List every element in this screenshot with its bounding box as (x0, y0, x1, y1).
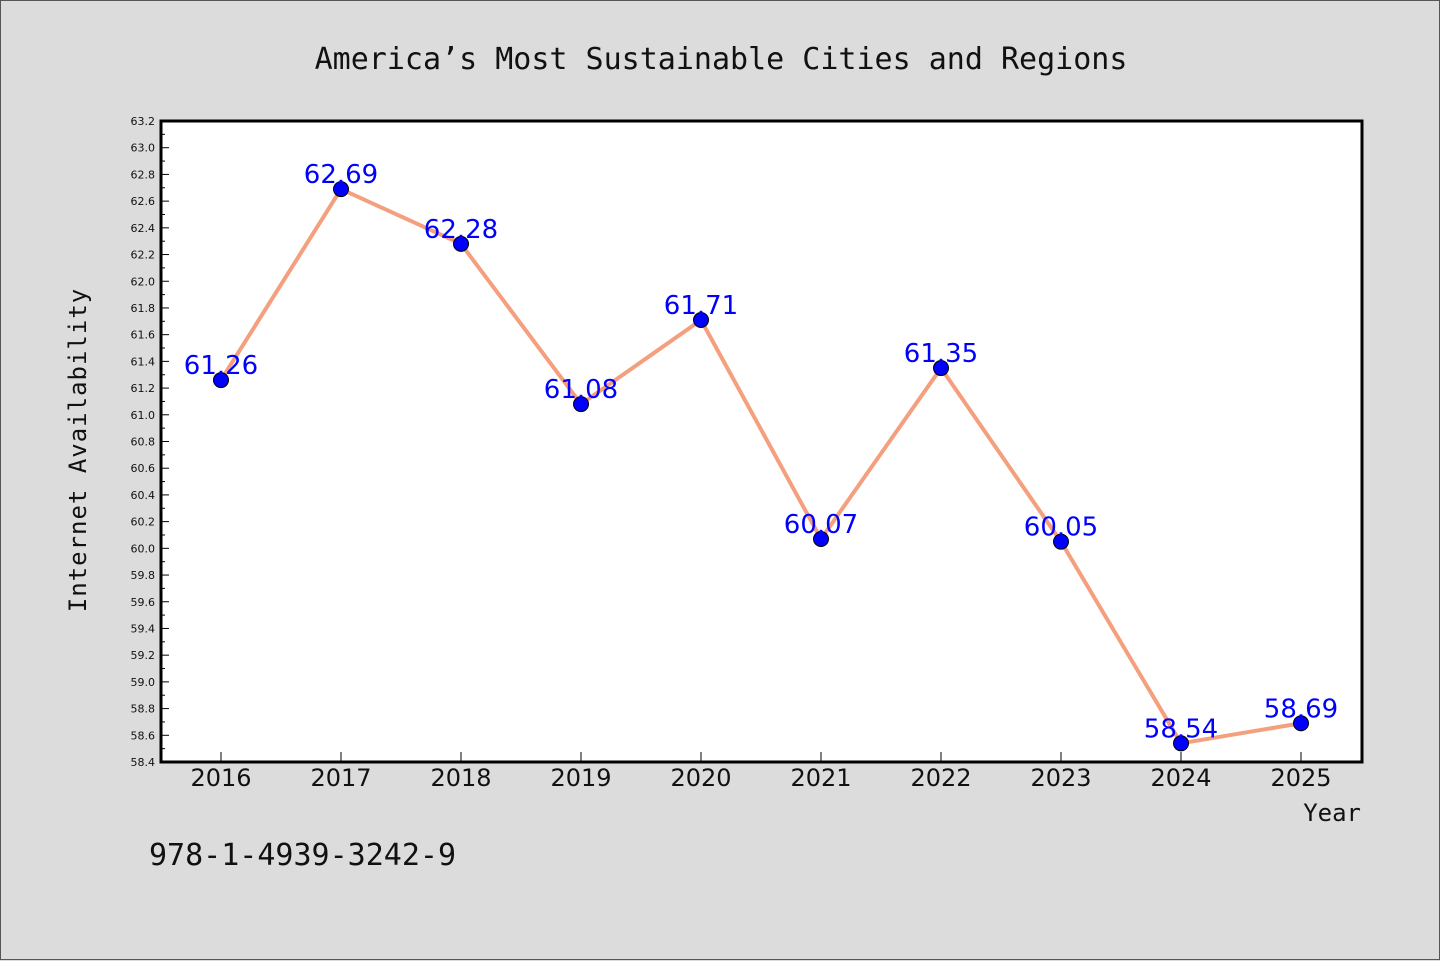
y-tick-label: 60.4 (131, 489, 156, 502)
series-line (219, 187, 1302, 746)
data-point-2016 (213, 372, 229, 389)
y-tick-label: 60.0 (131, 542, 156, 555)
data-point-2024 (1173, 735, 1189, 752)
x-tick-label: 2020 (670, 764, 731, 792)
data-point-2022 (933, 360, 949, 377)
data-point-2025 (1293, 715, 1309, 732)
y-tick-label: 59.0 (131, 676, 156, 689)
y-tick-label: 58.8 (131, 703, 156, 716)
y-tick-label: 60.6 (131, 462, 156, 475)
x-tick-label: 2019 (550, 764, 611, 792)
y-tick-label: 62.8 (131, 168, 156, 181)
y-tick-label: 61.4 (131, 355, 156, 368)
y-axis: 58.4 58.6 58.8 59.0 59.2 59.4 59.6 59.8 60.0 60.2… (131, 115, 169, 769)
data-point-2018 (453, 235, 469, 252)
y-tick-label: 63.2 (131, 115, 156, 128)
y-tick-label: 62.6 (131, 195, 156, 208)
y-tick-label: 59.8 (131, 569, 156, 582)
x-tick-label: 2024 (1150, 764, 1211, 792)
series-line-group (219, 187, 1302, 746)
x-tick-label: 2016 (190, 764, 251, 792)
y-tick-label: 60.8 (131, 436, 156, 449)
y-tick-label: 60.2 (131, 516, 156, 529)
y-tick-label: 62.0 (131, 275, 156, 288)
chart-title: America’s Most Sustainable Cities and Re… (315, 42, 1128, 77)
x-tick-label: 2023 (1030, 764, 1091, 792)
x-tick-label: 2022 (910, 764, 971, 792)
x-tick-label: 2021 (790, 764, 851, 792)
data-point-2023 (1053, 533, 1069, 550)
x-axis-label: Year (1303, 799, 1361, 827)
data-label-2019: 61.08 (544, 375, 618, 405)
data-label-2025: 58.69 (1264, 694, 1338, 724)
data-label-2016: 61.26 (184, 351, 258, 381)
y-tick-label: 59.2 (131, 649, 156, 662)
y-tick-label: 58.4 (131, 756, 156, 769)
y-axis-label: Internet Availability (64, 288, 92, 612)
data-label-2018: 62.28 (424, 215, 498, 245)
x-axis: 2016 2017 2018 2019 2020 2021 2022 2023 2024 2025 (190, 752, 1332, 792)
data-label-2021: 60.07 (784, 510, 858, 540)
x-tick-label: 2025 (1270, 764, 1331, 792)
y-tick-label: 58.6 (131, 729, 156, 742)
y-tick-label: 61.0 (131, 409, 156, 422)
data-label-2020: 61.71 (664, 291, 738, 321)
data-point-2021 (813, 530, 829, 547)
y-tick-label: 59.4 (131, 622, 156, 635)
data-point-2017 (333, 181, 349, 198)
x-tick-label: 2018 (430, 764, 491, 792)
data-labels-group: 61.26 62.69 62.28 61.08 61.71 60.07 61.35 60.05… (184, 160, 1338, 744)
y-tick-label: 62.2 (131, 249, 156, 262)
y-tick-label: 62.4 (131, 222, 156, 235)
plot-area (159, 119, 1364, 764)
y-tick-label: 59.6 (131, 596, 156, 609)
data-label-2023: 60.05 (1024, 513, 1098, 543)
data-point-2020 (693, 311, 709, 328)
data-label-2017: 62.69 (304, 160, 378, 190)
y-tick-label: 61.6 (131, 329, 156, 342)
isbn-footnote: 978-1-4939-3242-9 (149, 838, 456, 873)
data-label-2024: 58.54 (1144, 714, 1218, 744)
x-tick-label: 2017 (310, 764, 371, 792)
y-tick-label: 61.8 (131, 302, 156, 315)
y-tick-label: 63.0 (131, 142, 156, 155)
data-point-2019 (573, 396, 589, 413)
y-tick-label: 61.2 (131, 382, 156, 395)
data-points-group (213, 181, 1309, 752)
data-label-2022: 61.35 (904, 339, 978, 369)
